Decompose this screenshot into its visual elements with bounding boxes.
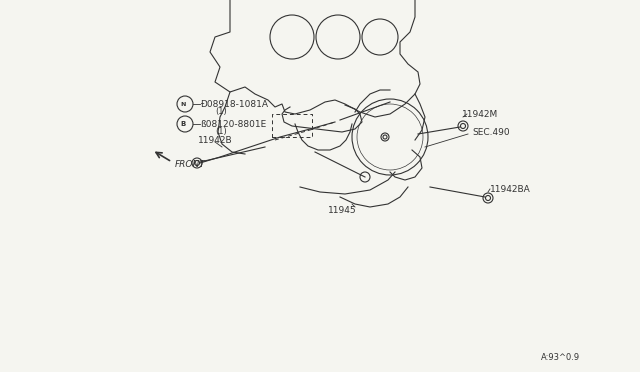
Text: FRONT: FRONT (175, 160, 205, 169)
Text: ß08120-8801E: ß08120-8801E (200, 119, 266, 128)
Text: 11942M: 11942M (462, 109, 499, 119)
Text: N: N (180, 102, 186, 106)
Text: Ð08918-1081A: Ð08918-1081A (200, 99, 268, 109)
Text: (1): (1) (215, 126, 227, 135)
Text: SEC.490: SEC.490 (472, 128, 509, 137)
Text: A:93^0.9: A:93^0.9 (541, 353, 580, 362)
Text: 11942BA: 11942BA (490, 185, 531, 193)
Text: B: B (180, 121, 186, 127)
Text: 11942B: 11942B (198, 135, 232, 144)
Text: (1): (1) (215, 106, 227, 115)
Text: 11945: 11945 (328, 205, 356, 215)
